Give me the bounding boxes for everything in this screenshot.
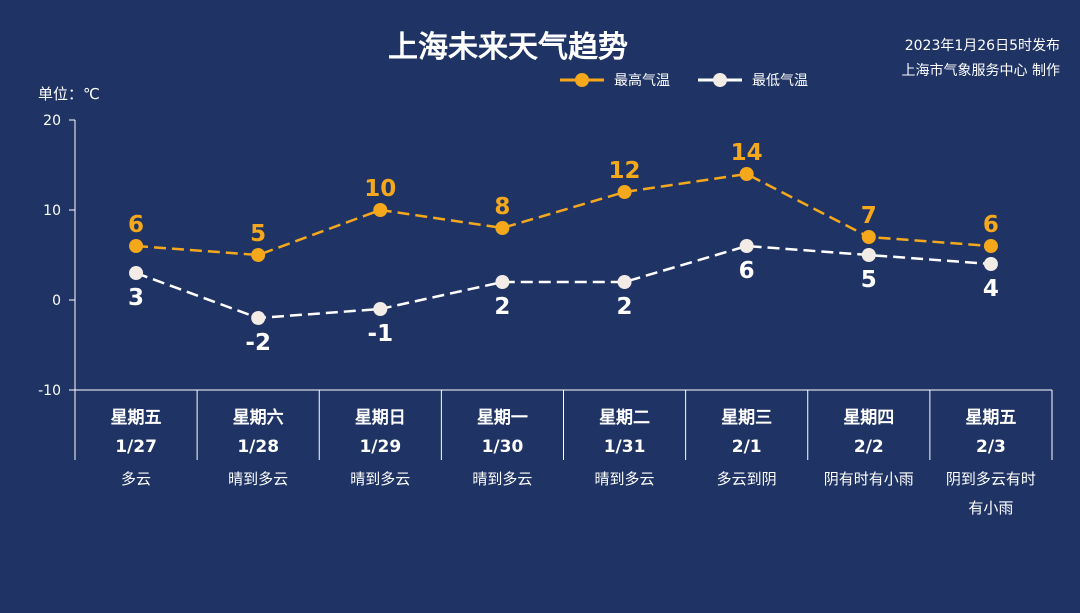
low-temp-data-label: 5 bbox=[861, 267, 877, 293]
weekday-label: 星期二 bbox=[599, 408, 650, 428]
high-temp-point bbox=[495, 221, 510, 235]
high-temp-point bbox=[739, 167, 754, 181]
low-temp-point bbox=[983, 257, 998, 271]
weekday-label: 星期日 bbox=[355, 408, 406, 428]
weather-label: 晴到多云 bbox=[228, 470, 288, 488]
high-temp-point bbox=[617, 185, 632, 199]
high-temp-line bbox=[135, 172, 992, 257]
weather-label: 晴到多云 bbox=[595, 470, 655, 488]
legend-label-low: 最低气温 bbox=[752, 73, 808, 89]
publish-info: 2023年1月26日5时发布 上海市气象服务中心 制作 bbox=[902, 34, 1060, 84]
weekday-label: 星期一 bbox=[477, 408, 528, 428]
low-temp-point bbox=[129, 266, 144, 280]
high-temp-data-label: 5 bbox=[250, 221, 266, 247]
weekday-label: 星期五 bbox=[965, 408, 1016, 428]
legend-swatch-high bbox=[560, 73, 604, 87]
high-temp-data-label: 10 bbox=[364, 176, 396, 202]
date-label: 1/30 bbox=[482, 437, 524, 457]
publisher: 上海市气象服务中心 制作 bbox=[901, 63, 1060, 79]
high-temp-data-label: 6 bbox=[983, 212, 999, 238]
high-temp-data-label: 12 bbox=[609, 158, 641, 184]
high-temp-point bbox=[129, 239, 144, 253]
date-label: 1/29 bbox=[359, 437, 401, 457]
low-temp-data-label: 4 bbox=[983, 276, 999, 302]
low-temp-data-label: 6 bbox=[739, 258, 755, 284]
low-temp-point bbox=[617, 275, 632, 289]
weekday-label: 星期三 bbox=[721, 408, 772, 428]
weather-label: 多云 bbox=[121, 470, 151, 488]
publish-time: 2023年1月26日5时发布 bbox=[904, 38, 1060, 54]
low-temp-point bbox=[251, 311, 266, 325]
weather-label: 晴到多云 bbox=[472, 470, 532, 488]
date-label: 1/28 bbox=[237, 437, 279, 457]
low-temp-point bbox=[739, 239, 754, 253]
low-temp-data-label: 3 bbox=[128, 285, 144, 311]
date-label: 1/27 bbox=[115, 437, 157, 457]
weather-label: 晴到多云 bbox=[350, 470, 410, 488]
page-title: 上海未来天气趋势 bbox=[388, 30, 628, 65]
legend-label-high: 最高气温 bbox=[614, 73, 670, 89]
date-label: 1/31 bbox=[604, 437, 646, 457]
low-temp-data-label: -1 bbox=[368, 321, 394, 347]
weekday-label: 星期四 bbox=[843, 408, 894, 428]
legend-swatch-low bbox=[698, 73, 742, 87]
high-temp-point bbox=[251, 248, 266, 262]
low-temp-data-label: -2 bbox=[245, 330, 271, 356]
weekday-label: 星期五 bbox=[111, 408, 162, 428]
low-temp-point bbox=[373, 302, 388, 316]
low-temp-line bbox=[135, 244, 992, 320]
y-tick-label: 10 bbox=[43, 203, 61, 219]
y-tick-label: 0 bbox=[52, 293, 61, 309]
weather-label: 有小雨 bbox=[968, 499, 1013, 517]
y-tick-label: -10 bbox=[38, 383, 61, 399]
high-temp-data-label: 8 bbox=[494, 194, 510, 220]
low-temp-point bbox=[495, 275, 510, 289]
high-temp-point bbox=[983, 239, 998, 253]
low-temp-data-label: 2 bbox=[617, 294, 633, 320]
weather-label: 阴有时有小雨 bbox=[824, 470, 914, 488]
high-temp-data-label: 14 bbox=[731, 140, 763, 166]
weekday-label: 星期六 bbox=[233, 407, 284, 428]
high-temp-data-label: 6 bbox=[128, 212, 144, 238]
weather-label: 多云到阴 bbox=[717, 470, 777, 488]
y-tick-label: 20 bbox=[43, 113, 61, 129]
low-temp-point bbox=[861, 248, 876, 262]
high-temp-point bbox=[373, 203, 388, 217]
high-temp-point bbox=[861, 230, 876, 244]
date-label: 2/2 bbox=[854, 437, 884, 457]
date-label: 2/3 bbox=[976, 437, 1006, 457]
high-temp-data-label: 7 bbox=[861, 203, 877, 229]
legend: 最高气温 最低气温 bbox=[560, 70, 808, 90]
low-temp-data-label: 2 bbox=[494, 294, 510, 320]
weather-label: 阴到多云有时 bbox=[946, 470, 1036, 488]
date-label: 2/1 bbox=[732, 437, 762, 457]
unit-label: 单位：℃ bbox=[38, 85, 100, 103]
legend-item-high: 最高气温 bbox=[560, 70, 670, 90]
legend-item-low: 最低气温 bbox=[698, 70, 808, 90]
